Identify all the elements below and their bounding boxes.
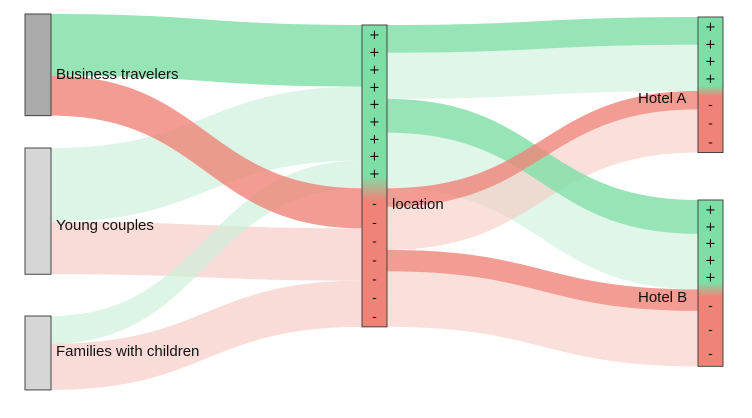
- location-sign-minus-0: -: [372, 197, 377, 212]
- faded-flow-links: [51, 44, 698, 390]
- segment-label-families: Families with children: [56, 343, 199, 360]
- hotel-a-sign-plus-1: +: [705, 37, 716, 52]
- hotel-b-sign-minus-2: -: [708, 347, 713, 362]
- link-business-positive-to-location: [51, 14, 362, 87]
- location-sign-minus-3: -: [372, 254, 377, 269]
- location-sign-plus-7: +: [369, 150, 380, 165]
- hotel-label-a: Hotel A: [638, 90, 686, 107]
- location-sign-minus-2: -: [372, 235, 377, 250]
- hotel-b-sign-minus-0: -: [708, 299, 713, 314]
- hotel-a-sign-minus-2: -: [708, 136, 713, 151]
- hotel-b-sign-plus-2: +: [705, 237, 716, 252]
- location-sign-plus-8: +: [369, 167, 380, 182]
- location-sign-minus-6: -: [372, 310, 377, 325]
- link-location-positive-business-to-hotelA: [387, 17, 698, 53]
- hotel-b-sign-plus-3: +: [705, 254, 716, 269]
- segment-label-couples: Young couples: [56, 217, 154, 234]
- location-sign-plus-5: +: [369, 115, 380, 130]
- location-sign-minus-4: -: [372, 272, 377, 287]
- link-location-negative-business-to-hotelA: [387, 90, 698, 207]
- link-location-positive-families-to-hotelB: [387, 175, 698, 290]
- link-location-positive-families-to-hotelA: [387, 75, 698, 99]
- hotel-node-b[interactable]: [697, 199, 724, 367]
- segment-label-business: Business travelers: [56, 66, 179, 83]
- link-location-positive-couples-to-hotelB: [387, 132, 698, 277]
- segment-node-families[interactable]: [24, 315, 52, 391]
- link-location-negative-families-to-hotelA: [387, 134, 698, 250]
- segment-node-business[interactable]: [24, 13, 52, 117]
- link-business-negative-to-location: [51, 75, 362, 229]
- hotel-node-a[interactable]: [697, 16, 724, 154]
- location-sign-plus-6: +: [369, 132, 380, 147]
- hotel-b-sign-minus-1: -: [708, 323, 713, 338]
- hotel-b-sign-plus-1: +: [705, 220, 716, 235]
- hotel-a-sign-plus-0: +: [705, 20, 716, 35]
- location-sign-minus-1: -: [372, 216, 377, 231]
- aspect-label-location: location: [392, 196, 444, 213]
- location-sign-plus-2: +: [369, 63, 380, 78]
- link-families-positive-to-location: [51, 160, 362, 344]
- link-location-negative-business-to-hotelB: [387, 249, 698, 311]
- hotel-a-sign-minus-0: -: [708, 98, 713, 113]
- link-families-negative-to-location: [51, 280, 362, 390]
- highlighted-flow-links: [51, 14, 698, 311]
- location-sign-plus-0: +: [369, 28, 380, 43]
- link-location-negative-families-to-hotelB: [387, 299, 698, 367]
- hotel-a-sign-plus-3: +: [705, 72, 716, 87]
- location-sign-plus-3: +: [369, 80, 380, 95]
- link-location-positive-business-to-hotelB: [387, 98, 698, 234]
- location-sign-plus-4: +: [369, 98, 380, 113]
- sankey-nodes: +++++++++-------++++---+++++---: [24, 13, 724, 391]
- aspect-node-location[interactable]: [361, 24, 388, 328]
- location-sign-minus-5: -: [372, 291, 377, 306]
- link-location-positive-couples-to-hotelA: [387, 44, 698, 84]
- link-location-negative-couples-to-hotelB: [387, 271, 698, 339]
- hotel-b-sign-plus-4: +: [705, 270, 716, 285]
- node-labels: Business travelers Young couples Familie…: [56, 66, 687, 360]
- hotel-a-sign-plus-2: +: [705, 55, 716, 70]
- segment-node-couples[interactable]: [24, 147, 52, 275]
- location-sign-plus-1: +: [369, 46, 380, 61]
- hotel-b-sign-plus-0: +: [705, 203, 716, 218]
- hotel-a-sign-minus-1: -: [708, 117, 713, 132]
- hotel-label-b: Hotel B: [638, 289, 687, 306]
